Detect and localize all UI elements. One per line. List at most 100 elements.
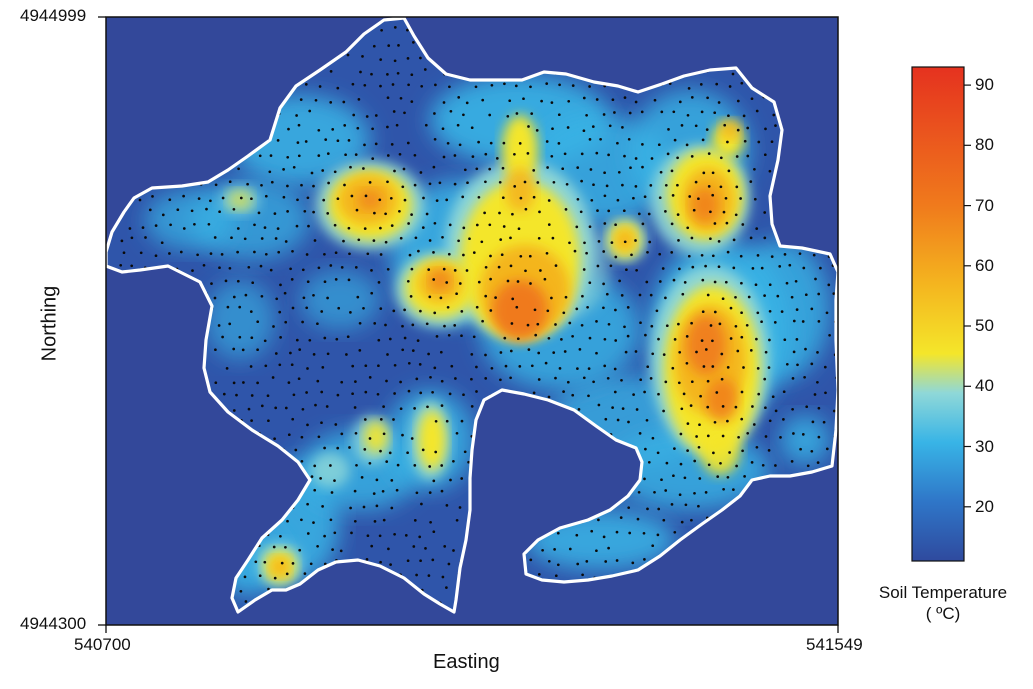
sample-point <box>706 379 710 383</box>
sample-point <box>711 193 715 197</box>
sample-point <box>413 153 417 157</box>
sample-point <box>634 350 638 353</box>
sample-point <box>271 376 275 379</box>
colorbar-tick-label: 90 <box>975 75 994 95</box>
sample-point <box>396 463 400 467</box>
sample-point <box>634 100 638 104</box>
sample-point <box>511 297 515 301</box>
sample-point <box>644 447 647 451</box>
x-axis-title: Easting <box>433 651 500 673</box>
sample-point <box>323 562 327 566</box>
sample-point <box>310 171 314 175</box>
sample-point <box>740 417 744 421</box>
sample-point <box>287 127 290 131</box>
sample-point <box>329 264 333 267</box>
sample-point <box>433 311 437 315</box>
sample-point <box>673 338 677 341</box>
sample-point <box>317 435 321 439</box>
sample-point <box>616 198 620 202</box>
sample-point <box>588 336 592 340</box>
sample-point <box>377 281 381 284</box>
sample-point <box>393 392 396 395</box>
sample-point <box>144 236 147 239</box>
sample-point <box>575 307 579 311</box>
sample-point <box>434 419 438 423</box>
sample-point <box>202 263 206 267</box>
sample-point <box>475 223 479 227</box>
sample-point <box>526 323 530 327</box>
sample-point <box>422 196 425 200</box>
sample-point <box>241 348 245 352</box>
sample-point <box>705 128 709 131</box>
sample-point <box>455 431 459 435</box>
sample-point <box>602 535 606 539</box>
sample-point <box>307 224 310 228</box>
sample-point <box>595 151 599 155</box>
sample-point <box>791 377 795 380</box>
sample-point <box>707 463 711 467</box>
sample-point <box>689 404 693 407</box>
sample-point <box>763 153 767 157</box>
sample-point <box>706 96 709 100</box>
sample-point <box>421 448 425 452</box>
sample-point <box>379 226 382 230</box>
sample-point <box>582 268 586 271</box>
sample-point <box>235 393 238 397</box>
sample-point <box>291 417 295 421</box>
sample-point <box>628 111 632 115</box>
sample-point <box>368 376 372 379</box>
sample-point <box>700 339 704 342</box>
sample-point <box>445 419 449 423</box>
sample-point <box>671 366 675 370</box>
sample-point <box>380 28 383 32</box>
sample-point <box>602 113 606 116</box>
sample-point <box>373 211 376 215</box>
sample-point <box>407 222 410 225</box>
sample-point <box>816 380 819 384</box>
sample-point <box>402 167 406 171</box>
sample-point <box>655 309 659 313</box>
sample-point <box>297 154 301 158</box>
sample-point <box>734 324 738 328</box>
sample-point <box>263 339 267 343</box>
sample-point <box>299 98 303 101</box>
sample-point <box>734 405 738 409</box>
sample-point <box>713 222 717 225</box>
sample-point <box>686 113 690 117</box>
sample-point <box>647 212 651 216</box>
sample-point <box>289 351 292 355</box>
sample-point <box>649 377 653 380</box>
sample-point <box>447 562 451 566</box>
sample-point <box>774 464 777 467</box>
sample-point <box>272 325 275 328</box>
sample-point <box>410 73 414 77</box>
sample-point <box>575 533 579 537</box>
sample-point <box>354 380 357 383</box>
colorbar-tick-label: 40 <box>975 376 994 396</box>
sample-point <box>690 236 694 240</box>
sample-point <box>345 353 348 356</box>
sample-point <box>334 251 338 255</box>
sample-point <box>490 83 494 87</box>
sample-point <box>286 519 289 523</box>
sample-point <box>475 390 478 393</box>
sample-point <box>678 350 682 354</box>
sample-point <box>728 85 732 88</box>
sample-point <box>768 419 772 423</box>
sample-point <box>563 152 567 156</box>
sample-point <box>825 311 829 315</box>
sample-point <box>368 181 372 184</box>
sample-point <box>588 138 592 141</box>
sample-point <box>340 432 344 436</box>
sample-point <box>770 140 774 144</box>
sample-point <box>643 477 646 481</box>
sample-point <box>120 239 124 243</box>
sample-point <box>374 142 378 146</box>
sample-point <box>597 240 601 243</box>
sample-point <box>740 81 744 85</box>
sample-point <box>778 265 782 268</box>
sample-point <box>704 491 708 494</box>
sample-point <box>557 142 561 145</box>
sample-point <box>460 310 464 313</box>
